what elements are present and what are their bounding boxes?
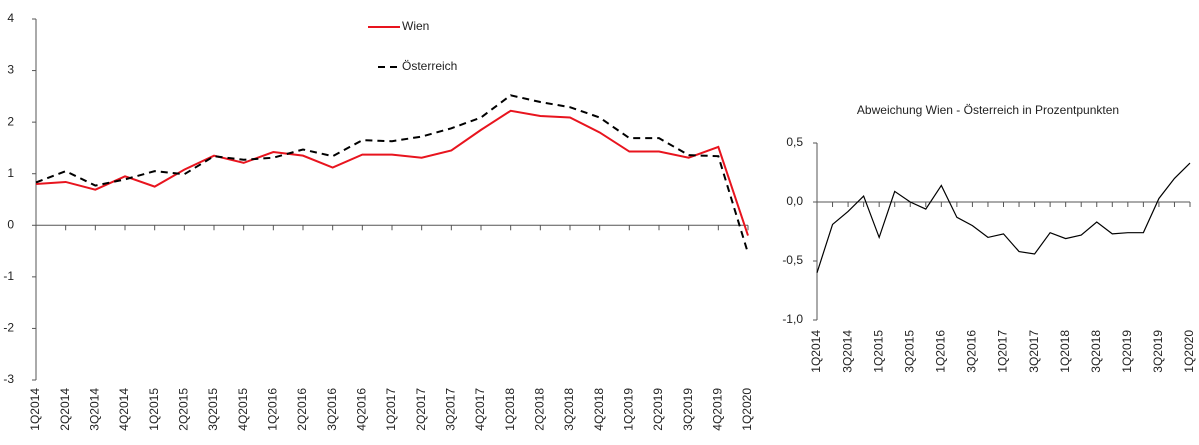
x-tick-label: 2Q2017 — [414, 388, 428, 431]
chart-title: Abweichung Wien - Österreich in Prozentp… — [857, 103, 1119, 117]
x-tick-label: 2Q2015 — [177, 388, 191, 431]
y-tick-label: -0,5 — [782, 253, 803, 267]
legend-label: Österreich — [402, 59, 457, 73]
series-line — [816, 162, 1191, 273]
legend-label: Wien — [402, 19, 429, 33]
x-tick-label: 4Q2018 — [592, 388, 606, 431]
series-line — [35, 94, 749, 254]
x-tick-label: 3Q2014 — [840, 330, 854, 373]
x-tick-label: 1Q2019 — [622, 388, 636, 431]
x-tick-label: 3Q2018 — [562, 388, 576, 431]
x-tick-label: 3Q2016 — [325, 388, 339, 431]
y-tick-label: 4 — [7, 11, 14, 25]
x-tick-label: 3Q2018 — [1089, 330, 1103, 373]
x-tick-label: 2Q2019 — [651, 388, 665, 431]
series-line — [35, 109, 749, 236]
y-tick-label: -2 — [3, 321, 14, 335]
x-tick-label: 3Q2015 — [902, 330, 916, 373]
x-tick-label: 3Q2014 — [88, 388, 102, 431]
x-tick-label: 1Q2018 — [503, 388, 517, 431]
x-tick-label: 3Q2019 — [681, 388, 695, 431]
x-tick-label: 1Q2020 — [740, 388, 754, 431]
x-tick-label: 4Q2015 — [236, 388, 250, 431]
x-tick-label: 2Q2018 — [533, 388, 547, 431]
x-tick-label: 2Q2014 — [58, 388, 72, 431]
x-tick-label: 4Q2017 — [473, 388, 487, 431]
y-tick-label: 0 — [7, 217, 14, 231]
y-tick-label: 2 — [7, 114, 14, 128]
x-tick-label: 1Q2018 — [1058, 330, 1072, 373]
x-tick-label: 4Q2014 — [117, 388, 131, 431]
x-tick-label: 3Q2017 — [1027, 330, 1041, 373]
x-tick-label: 1Q2015 — [147, 388, 161, 431]
y-tick-label: 3 — [7, 63, 14, 77]
x-tick-label: 1Q2016 — [266, 388, 280, 431]
y-tick-label: -3 — [3, 372, 14, 386]
x-tick-label: 1Q2014 — [28, 388, 42, 431]
y-tick-label: 1 — [7, 166, 14, 180]
y-tick-label: 0,5 — [786, 135, 803, 149]
x-tick-label: 3Q2016 — [965, 330, 979, 373]
y-tick-label: -1,0 — [782, 312, 803, 326]
y-tick-label: -1 — [3, 269, 14, 283]
x-tick-label: 1Q2014 — [809, 330, 823, 373]
x-tick-label: 1Q2017 — [384, 388, 398, 431]
x-tick-label: 4Q2019 — [711, 388, 725, 431]
x-tick-label: 3Q2015 — [206, 388, 220, 431]
x-tick-label: 2Q2016 — [295, 388, 309, 431]
x-tick-label: 1Q2019 — [1120, 330, 1134, 373]
x-tick-label: 1Q2015 — [871, 330, 885, 373]
x-tick-label: 1Q2020 — [1182, 330, 1196, 373]
x-tick-label: 1Q2016 — [934, 330, 948, 373]
y-tick-label: 0,0 — [786, 194, 803, 208]
x-tick-label: 4Q2016 — [355, 388, 369, 431]
x-tick-label: 3Q2017 — [444, 388, 458, 431]
x-tick-label: 1Q2017 — [996, 330, 1010, 373]
x-tick-label: 3Q2019 — [1151, 330, 1165, 373]
